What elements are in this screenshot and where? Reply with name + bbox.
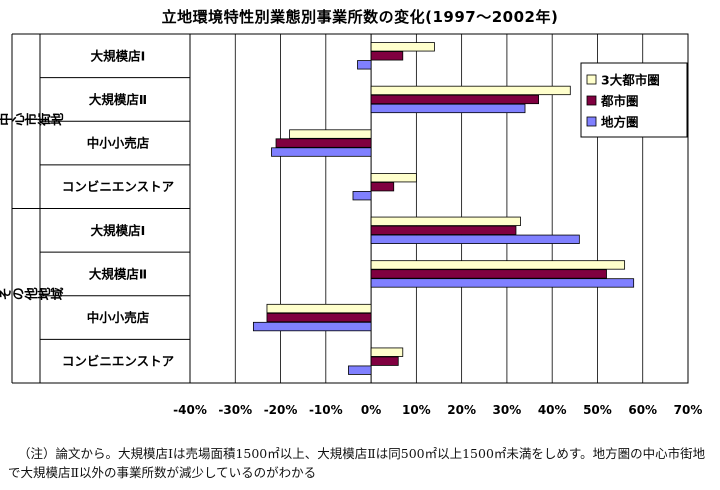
- legend-swatch: [586, 116, 597, 127]
- bar-2: [370, 356, 399, 366]
- plot-frame: [189, 33, 689, 384]
- bar-1: [370, 260, 626, 270]
- bar-2: [370, 269, 607, 279]
- bar-2: [370, 94, 540, 105]
- category-label: 大規模店Ⅱ: [89, 266, 147, 281]
- x-tick-label: 20%: [447, 403, 476, 417]
- bar-3: [271, 147, 372, 157]
- bar-3: [352, 191, 372, 201]
- bar-2: [370, 182, 395, 192]
- x-tick-label: 40%: [538, 403, 567, 417]
- legend-swatch: [586, 74, 597, 85]
- x-tick-label: -10%: [309, 403, 343, 417]
- bar-1: [370, 216, 521, 226]
- legend-label: 都市圏: [600, 94, 639, 109]
- bar-chart: 大規模店Ⅰ大規模店Ⅱ中小小売店コンビニエンストア大規模店Ⅰ大規模店Ⅱ中小小売店コ…: [0, 33, 702, 417]
- category-label: 中小小売店: [87, 136, 150, 151]
- footnote: （注）論文から。大規模店Ⅰは売場面積1500㎡以上、大規模店Ⅱは同500㎡以上1…: [8, 446, 706, 480]
- bar-2: [370, 51, 404, 61]
- legend-box: [580, 62, 688, 138]
- bar-2: [266, 312, 372, 323]
- x-tick-label: -40%: [173, 403, 207, 417]
- legend-label: 地方圏: [601, 115, 639, 130]
- bar-1: [370, 347, 404, 357]
- x-tick-label: -30%: [218, 403, 252, 417]
- bar-2: [370, 225, 517, 235]
- category-label: 大規模店Ⅰ: [91, 223, 146, 238]
- row-separators: [11, 33, 190, 384]
- chart-title: 立地環境特性別業態別事業所数の変化(1997〜2002年): [161, 8, 559, 26]
- category-label: 大規模店Ⅰ: [91, 48, 146, 63]
- x-tick-label: 50%: [583, 403, 612, 417]
- category-label: コンビニエンストア: [62, 179, 174, 194]
- bar-2: [275, 138, 372, 148]
- category-labels: 大規模店Ⅰ大規模店Ⅱ中小小売店コンビニエンストア大規模店Ⅰ大規模店Ⅱ中小小売店コ…: [62, 48, 174, 368]
- bar-1: [266, 303, 372, 314]
- category-label: 中小小売店: [87, 310, 150, 325]
- bar-3: [357, 60, 372, 70]
- bar-3: [370, 278, 635, 288]
- bar-3: [252, 321, 372, 332]
- bar-1: [370, 173, 417, 183]
- bars: [252, 42, 635, 375]
- legend-label: 3大都市圏: [601, 73, 660, 88]
- category-label: コンビニエンストア: [62, 354, 174, 369]
- bar-3: [370, 103, 526, 114]
- category-label: 大規模店Ⅱ: [89, 92, 147, 107]
- x-axis-ticks: -40% -30% -20% -10% 0% 10% 20% 30% 40% 50% 60% 70%: [173, 403, 702, 417]
- bar-3: [370, 234, 580, 244]
- x-tick-label: 30%: [493, 403, 522, 417]
- legend-swatch: [586, 95, 597, 106]
- bar-1: [370, 85, 571, 96]
- bar-1: [289, 129, 372, 139]
- bar-3: [348, 365, 372, 375]
- x-tick-label: -20%: [264, 403, 298, 417]
- bar-1: [370, 42, 435, 52]
- x-tick-label: 70%: [674, 403, 703, 417]
- x-tick-label: 60%: [628, 403, 657, 417]
- group-label: 中心市街地: [0, 112, 65, 129]
- x-tick-label: 0%: [361, 403, 381, 417]
- x-tick-label: 10%: [402, 403, 431, 417]
- group-label: その他地域: [0, 287, 65, 304]
